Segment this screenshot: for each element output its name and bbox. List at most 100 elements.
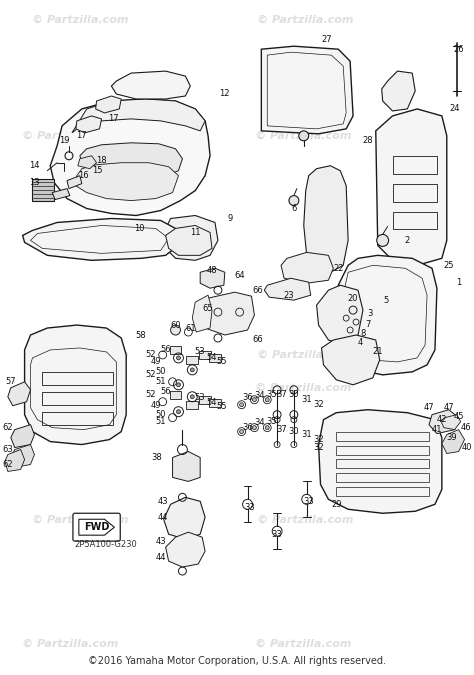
FancyBboxPatch shape [73, 513, 120, 541]
Text: 16: 16 [79, 171, 89, 180]
Text: 8: 8 [360, 329, 365, 338]
Text: 53: 53 [195, 394, 206, 402]
Text: © Partzilla.com: © Partzilla.com [22, 131, 118, 141]
Text: 46: 46 [460, 423, 471, 432]
Polygon shape [8, 382, 30, 406]
Polygon shape [164, 497, 205, 539]
Text: 62: 62 [2, 460, 13, 469]
Text: 66: 66 [252, 286, 263, 295]
Circle shape [191, 368, 194, 372]
Polygon shape [186, 356, 198, 364]
Text: 53: 53 [195, 348, 206, 356]
Text: 1: 1 [456, 277, 461, 287]
Circle shape [253, 398, 256, 402]
Polygon shape [74, 163, 179, 200]
Text: 3: 3 [367, 308, 373, 318]
Polygon shape [338, 255, 437, 375]
Text: 23: 23 [283, 291, 294, 300]
Text: 31: 31 [301, 396, 312, 404]
Polygon shape [199, 351, 211, 359]
Text: 32: 32 [313, 435, 324, 444]
Text: 10: 10 [134, 224, 144, 233]
Circle shape [265, 426, 269, 429]
Polygon shape [441, 414, 461, 429]
Polygon shape [5, 450, 25, 471]
Text: 27: 27 [321, 34, 332, 44]
Polygon shape [209, 399, 221, 407]
Text: 39: 39 [447, 433, 457, 442]
Text: 42: 42 [437, 415, 447, 424]
Text: 2P5A100-G230: 2P5A100-G230 [74, 539, 137, 549]
Polygon shape [200, 268, 225, 288]
Text: 45: 45 [453, 412, 464, 421]
Text: 47: 47 [444, 403, 454, 412]
Text: 63: 63 [2, 445, 13, 454]
Text: 24: 24 [449, 105, 460, 113]
Text: 57: 57 [6, 377, 16, 386]
Text: © Partzilla.com: © Partzilla.com [257, 14, 354, 24]
Text: 6: 6 [291, 204, 297, 213]
Text: 33: 33 [272, 530, 283, 539]
Text: 35: 35 [266, 417, 276, 426]
Text: © Partzilla.com: © Partzilla.com [22, 639, 118, 649]
Text: 32: 32 [313, 400, 324, 409]
Text: 44: 44 [157, 513, 168, 522]
Text: © Partzilla.com: © Partzilla.com [33, 514, 129, 524]
Text: 61: 61 [185, 323, 196, 333]
Text: © Partzilla.com: © Partzilla.com [257, 514, 354, 524]
Text: 62: 62 [2, 423, 13, 432]
Circle shape [240, 403, 244, 407]
Text: 43: 43 [155, 537, 166, 545]
Text: © Partzilla.com: © Partzilla.com [22, 383, 118, 393]
Text: FWD: FWD [84, 522, 109, 532]
Text: 47: 47 [424, 403, 434, 412]
Text: 28: 28 [363, 136, 373, 145]
Text: 48: 48 [207, 266, 217, 275]
Text: 52: 52 [146, 390, 156, 400]
Text: © Partzilla.com: © Partzilla.com [255, 131, 352, 141]
Polygon shape [209, 354, 221, 362]
Text: 19: 19 [59, 136, 69, 145]
Text: © Partzilla.com: © Partzilla.com [255, 383, 352, 393]
Text: 35: 35 [266, 390, 276, 400]
Text: © Partzilla.com: © Partzilla.com [33, 14, 129, 24]
Text: 40: 40 [461, 443, 472, 452]
Text: © Partzilla.com: © Partzilla.com [257, 350, 354, 360]
Polygon shape [261, 46, 353, 134]
Polygon shape [111, 71, 191, 99]
Text: 9: 9 [227, 214, 232, 223]
Text: 52: 52 [146, 371, 156, 379]
Text: 34: 34 [254, 418, 264, 427]
Circle shape [299, 131, 309, 141]
Text: 44: 44 [155, 553, 166, 562]
Polygon shape [25, 325, 126, 445]
Text: 11: 11 [190, 228, 201, 237]
Polygon shape [72, 99, 205, 133]
Text: © Partzilla.com: © Partzilla.com [255, 639, 352, 649]
Text: 7: 7 [365, 319, 371, 329]
Text: 14: 14 [29, 161, 40, 170]
Polygon shape [23, 219, 179, 261]
Text: 12: 12 [219, 88, 230, 97]
Polygon shape [382, 71, 415, 111]
Text: 36: 36 [242, 394, 253, 402]
Text: 56: 56 [160, 387, 171, 396]
Text: 13: 13 [29, 178, 40, 187]
Polygon shape [165, 225, 212, 255]
Polygon shape [173, 452, 200, 481]
Text: 17: 17 [76, 132, 87, 140]
Text: 41: 41 [432, 425, 442, 434]
Text: 50: 50 [155, 367, 166, 377]
Polygon shape [11, 445, 35, 468]
Text: 31: 31 [301, 430, 312, 439]
Text: 21: 21 [373, 348, 383, 356]
Polygon shape [164, 215, 218, 261]
Text: 54: 54 [207, 398, 217, 407]
Circle shape [191, 395, 194, 399]
Text: 55: 55 [217, 402, 227, 411]
Text: 51: 51 [155, 417, 166, 426]
Text: 52: 52 [146, 350, 156, 359]
Polygon shape [170, 346, 182, 354]
Text: 36: 36 [242, 423, 253, 432]
Polygon shape [304, 165, 348, 272]
